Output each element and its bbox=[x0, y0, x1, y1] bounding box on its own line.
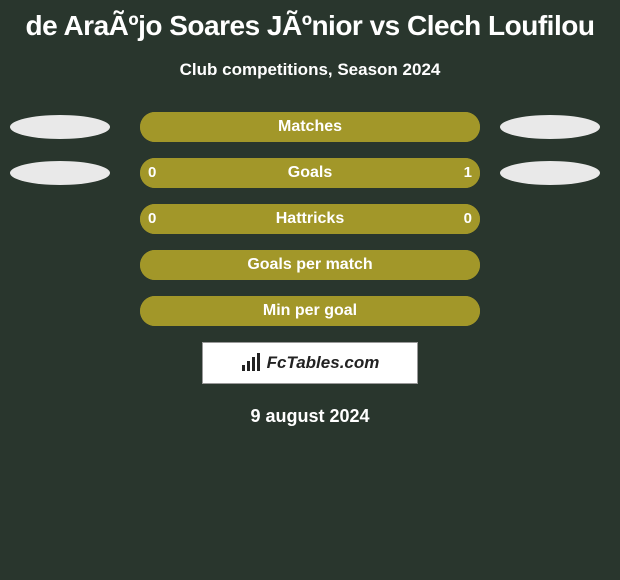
stat-row: Goals per match bbox=[0, 250, 620, 280]
stat-row: Goals0 1 bbox=[0, 158, 620, 188]
bar-chart-icon bbox=[241, 353, 261, 373]
page-title: de AraÃºjo Soares JÃºnior vs Clech Loufi… bbox=[0, 0, 620, 42]
stat-value-left: 0 bbox=[148, 204, 156, 234]
stat-value-left: 0 bbox=[148, 158, 156, 188]
brand-box: FcTables.com bbox=[202, 342, 418, 384]
stat-row: Min per goal bbox=[0, 296, 620, 326]
stat-row: Matches bbox=[0, 112, 620, 142]
stat-label: Matches bbox=[140, 112, 480, 142]
stat-label: Min per goal bbox=[140, 296, 480, 326]
stat-pill-left bbox=[10, 161, 110, 185]
stat-label: Goals per match bbox=[140, 250, 480, 280]
stat-value-right: 1 bbox=[464, 158, 472, 188]
stat-rows: MatchesGoals01Hattricks00Goals per match… bbox=[0, 112, 620, 326]
page-date: 9 august 2024 bbox=[0, 406, 620, 427]
stat-pill-right bbox=[500, 161, 600, 185]
stat-label: Hattricks bbox=[140, 204, 480, 234]
stat-label: Goals bbox=[140, 158, 480, 188]
brand-text: FcTables.com bbox=[267, 353, 380, 373]
stat-row: Hattricks0 0 bbox=[0, 204, 620, 234]
stat-pill-right bbox=[500, 115, 600, 139]
stat-pill-left bbox=[10, 115, 110, 139]
stat-value-right: 0 bbox=[464, 204, 472, 234]
page-subtitle: Club competitions, Season 2024 bbox=[0, 60, 620, 80]
